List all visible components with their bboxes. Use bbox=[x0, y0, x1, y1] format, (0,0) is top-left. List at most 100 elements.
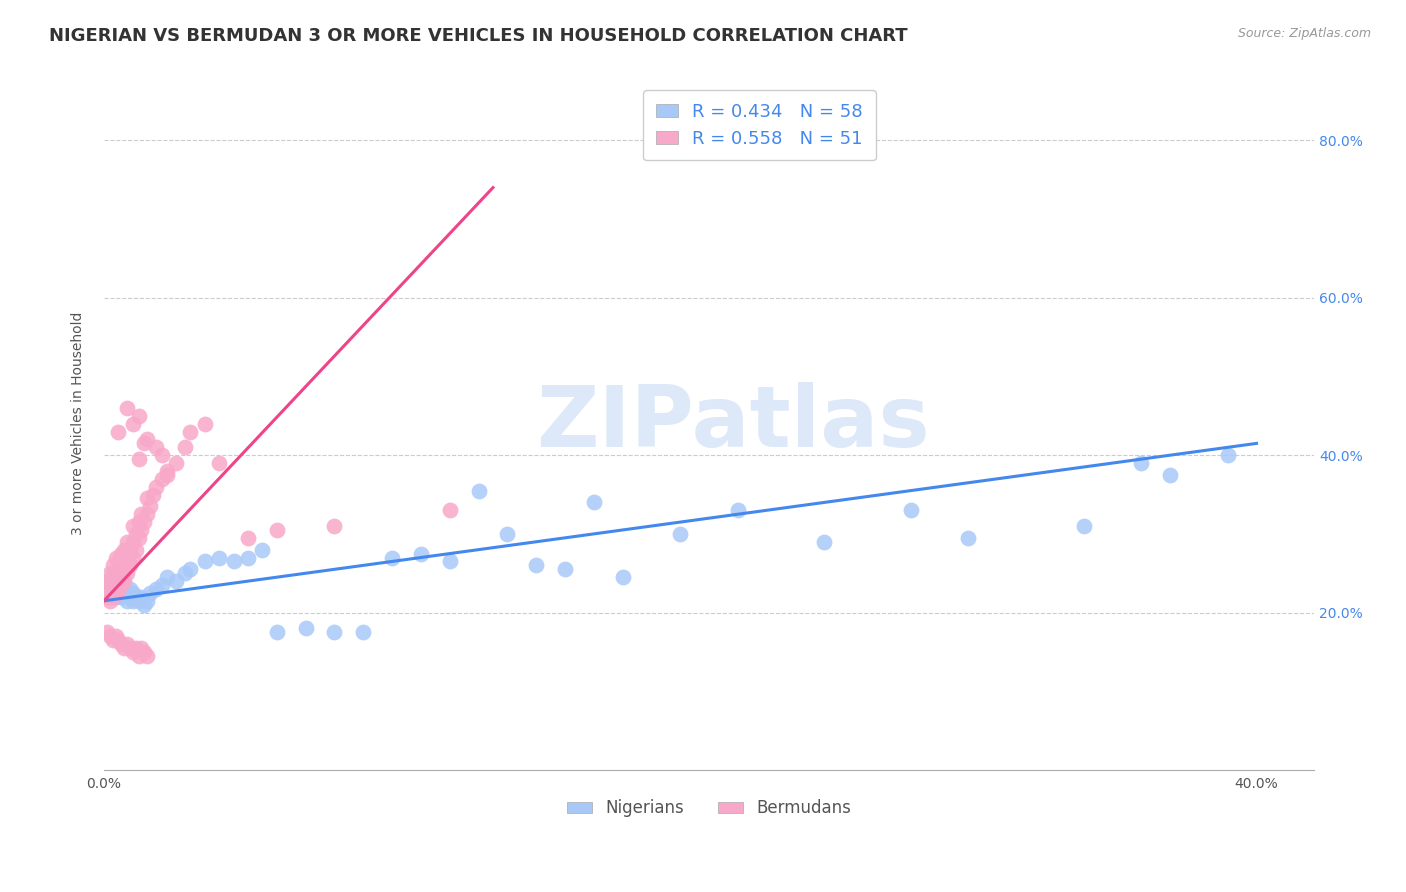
Point bbox=[98, 574, 121, 588]
Point bbox=[134, 436, 156, 450]
Point bbox=[156, 467, 179, 482]
Point bbox=[134, 645, 156, 659]
Point bbox=[134, 515, 156, 529]
Point bbox=[104, 574, 127, 588]
Point bbox=[194, 554, 217, 568]
Point bbox=[727, 503, 749, 517]
Point bbox=[128, 594, 150, 608]
Point bbox=[110, 547, 132, 561]
Point bbox=[125, 640, 148, 655]
Point bbox=[1216, 448, 1239, 462]
Point bbox=[136, 594, 159, 608]
Point bbox=[156, 570, 179, 584]
Point bbox=[145, 440, 167, 454]
Point bbox=[115, 637, 138, 651]
Point bbox=[179, 425, 201, 439]
Legend: Nigerians, Bermudans: Nigerians, Bermudans bbox=[561, 793, 858, 824]
Point bbox=[101, 582, 124, 596]
Point bbox=[118, 640, 141, 655]
Point bbox=[104, 550, 127, 565]
Point bbox=[121, 550, 143, 565]
Point bbox=[110, 578, 132, 592]
Point bbox=[112, 578, 135, 592]
Point bbox=[107, 425, 129, 439]
Point bbox=[121, 594, 143, 608]
Point bbox=[98, 578, 121, 592]
Point bbox=[118, 542, 141, 557]
Point bbox=[104, 582, 127, 596]
Point bbox=[266, 625, 288, 640]
Point bbox=[112, 586, 135, 600]
Point bbox=[813, 534, 835, 549]
Point bbox=[236, 550, 259, 565]
Point bbox=[145, 582, 167, 596]
Text: Source: ZipAtlas.com: Source: ZipAtlas.com bbox=[1237, 27, 1371, 40]
Point bbox=[112, 542, 135, 557]
Point bbox=[136, 648, 159, 663]
Point bbox=[252, 542, 274, 557]
Point bbox=[115, 401, 138, 415]
Point bbox=[107, 633, 129, 648]
Point bbox=[125, 590, 148, 604]
Text: ZIPatlas: ZIPatlas bbox=[537, 382, 931, 466]
Point bbox=[136, 491, 159, 506]
Point bbox=[139, 586, 162, 600]
Point bbox=[101, 574, 124, 588]
Point bbox=[131, 523, 153, 537]
Point bbox=[128, 531, 150, 545]
Y-axis label: 3 or more Vehicles in Household: 3 or more Vehicles in Household bbox=[72, 312, 86, 535]
Point bbox=[222, 554, 245, 568]
Point bbox=[439, 503, 461, 517]
Point bbox=[98, 629, 121, 643]
Point bbox=[173, 566, 195, 581]
Point bbox=[165, 574, 187, 588]
Point bbox=[115, 550, 138, 565]
Point bbox=[101, 590, 124, 604]
Point bbox=[107, 570, 129, 584]
Point bbox=[104, 566, 127, 581]
Point bbox=[524, 558, 547, 573]
Point bbox=[582, 495, 605, 509]
Point bbox=[110, 578, 132, 592]
Point bbox=[131, 507, 153, 521]
Point bbox=[381, 550, 404, 565]
Point bbox=[467, 483, 489, 498]
Point bbox=[208, 456, 231, 470]
Point bbox=[128, 648, 150, 663]
Point bbox=[1073, 519, 1095, 533]
Point bbox=[612, 570, 634, 584]
Point bbox=[98, 594, 121, 608]
Point bbox=[150, 578, 173, 592]
Point bbox=[115, 566, 138, 581]
Point bbox=[900, 503, 922, 517]
Point bbox=[139, 500, 162, 514]
Point bbox=[112, 574, 135, 588]
Point bbox=[150, 448, 173, 462]
Point bbox=[179, 562, 201, 576]
Point bbox=[165, 456, 187, 470]
Point bbox=[104, 590, 127, 604]
Point bbox=[173, 440, 195, 454]
Point bbox=[150, 472, 173, 486]
Point bbox=[125, 542, 148, 557]
Point bbox=[112, 558, 135, 573]
Point bbox=[266, 523, 288, 537]
Point bbox=[96, 625, 118, 640]
Point bbox=[496, 527, 519, 541]
Point bbox=[121, 586, 143, 600]
Point bbox=[104, 629, 127, 643]
Point bbox=[294, 621, 316, 635]
Point bbox=[118, 582, 141, 596]
Point bbox=[121, 519, 143, 533]
Point bbox=[107, 554, 129, 568]
Point bbox=[121, 645, 143, 659]
Point bbox=[96, 582, 118, 596]
Point bbox=[156, 464, 179, 478]
Point bbox=[957, 531, 980, 545]
Point bbox=[107, 570, 129, 584]
Point bbox=[236, 531, 259, 545]
Point bbox=[409, 547, 432, 561]
Point bbox=[101, 558, 124, 573]
Point bbox=[101, 633, 124, 648]
Point bbox=[118, 590, 141, 604]
